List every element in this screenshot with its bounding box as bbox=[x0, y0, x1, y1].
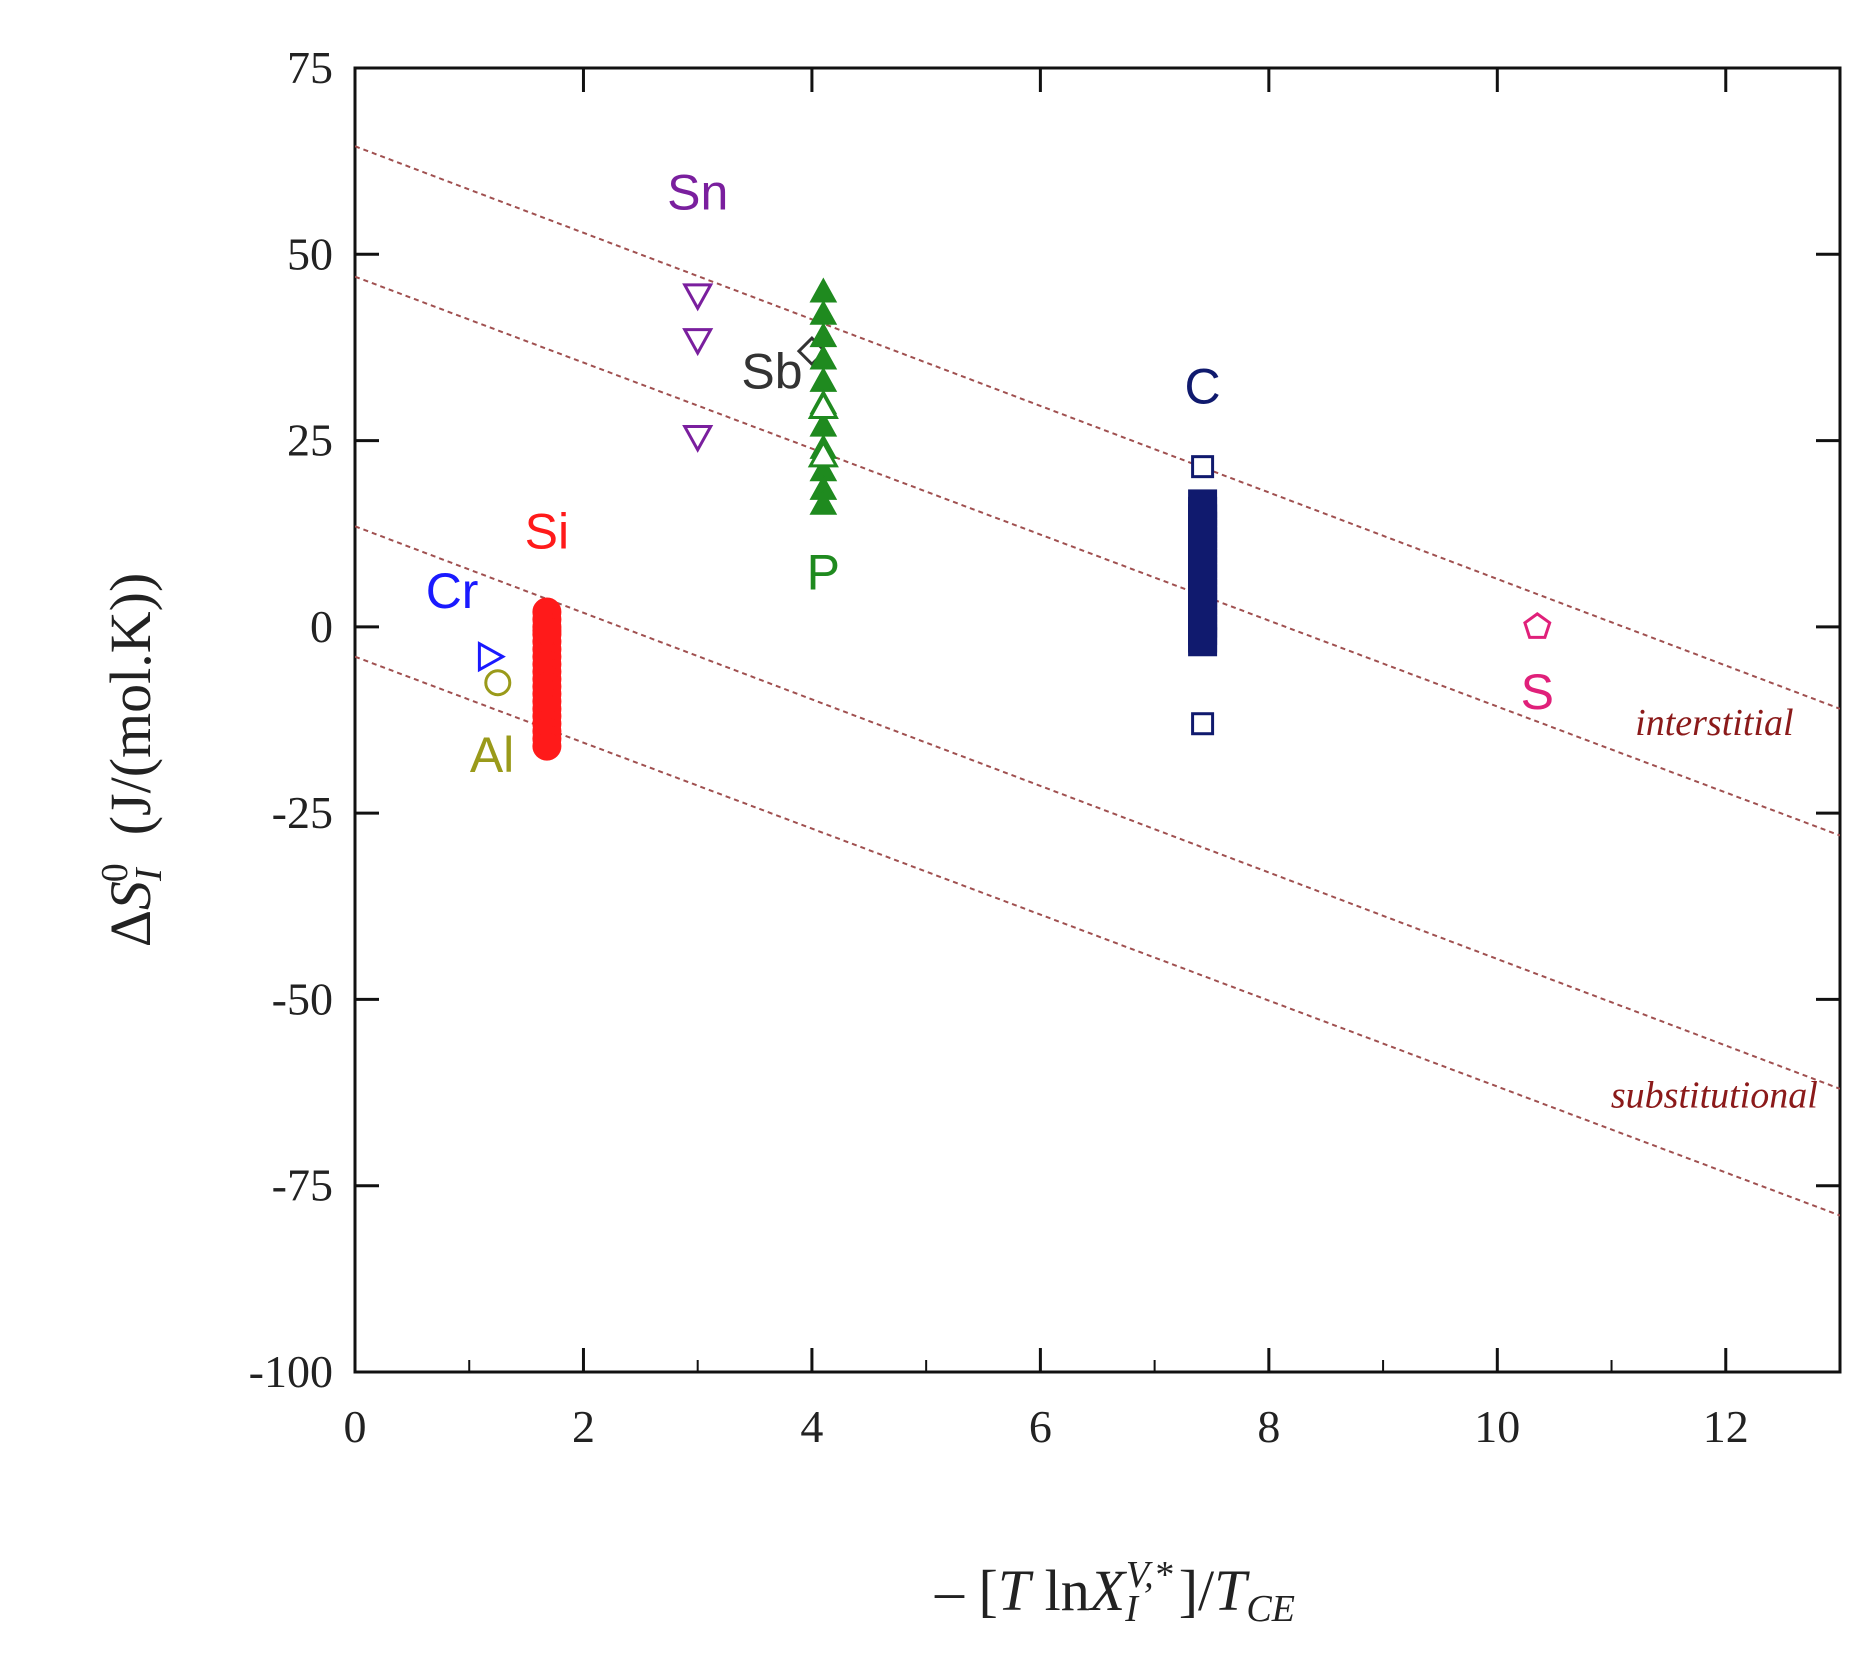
y-tick-label: 25 bbox=[287, 415, 333, 466]
reference-line-interstitial bbox=[355, 145, 1840, 710]
point-al bbox=[484, 669, 512, 697]
point-sn bbox=[682, 283, 714, 312]
reference-line-substitutional bbox=[355, 655, 1840, 1217]
point-si bbox=[532, 616, 562, 646]
point-p bbox=[807, 439, 839, 468]
point-sn bbox=[682, 328, 714, 357]
x-tick-label: 4 bbox=[800, 1401, 823, 1452]
y-tick-label: 75 bbox=[287, 42, 333, 93]
point-c bbox=[1191, 455, 1215, 479]
reference-lines-layer bbox=[355, 145, 1840, 1217]
point-cr bbox=[477, 641, 506, 673]
x-axis-title: – [T lnXIV,*]/TCE bbox=[934, 1554, 1295, 1630]
x-tick-label: 0 bbox=[344, 1401, 367, 1452]
point-c bbox=[1191, 712, 1215, 736]
y-tick-label: -50 bbox=[272, 973, 333, 1024]
point-p bbox=[809, 489, 838, 515]
plot-frame-layer bbox=[353, 66, 1842, 1374]
x-tick-label: 2 bbox=[572, 1401, 595, 1452]
point-c bbox=[1188, 627, 1218, 657]
x-tick-label: 10 bbox=[1474, 1401, 1520, 1452]
plot-frame bbox=[353, 66, 1842, 1374]
ticks-layer: 0 2 4 6 8 10 12 75 50 25 0 -25 -50 -75 -100 bbox=[249, 42, 1840, 1452]
series-label-cr: Cr bbox=[426, 563, 479, 619]
series-label-si: Si bbox=[525, 504, 569, 560]
series-label-p: P bbox=[807, 545, 840, 601]
series-label-al: Al bbox=[470, 727, 514, 783]
x-tick-label: 8 bbox=[1257, 1401, 1280, 1452]
x-tick-label: 12 bbox=[1703, 1401, 1749, 1452]
reference-line-substitutional bbox=[355, 525, 1840, 1090]
points-layer bbox=[477, 277, 1552, 761]
point-p bbox=[809, 366, 838, 392]
y-tick-label: 0 bbox=[310, 601, 333, 652]
point-si bbox=[532, 731, 562, 761]
labels-layer: interstitial substitutional Sn Sb P Si Cr Al C S bbox=[426, 165, 1818, 1117]
point-p bbox=[809, 277, 838, 303]
y-tick-label: -100 bbox=[249, 1346, 333, 1397]
point-p bbox=[807, 390, 839, 419]
line-label-interstitial: interstitial bbox=[1635, 702, 1793, 744]
line-label-substitutional: substitutional bbox=[1611, 1074, 1818, 1116]
point-p bbox=[809, 322, 838, 348]
series-label-sb: Sb bbox=[741, 343, 802, 399]
series-label-c: C bbox=[1185, 358, 1221, 414]
x-tick-label: 6 bbox=[1029, 1401, 1052, 1452]
point-s bbox=[1523, 612, 1552, 639]
series-label-s: S bbox=[1521, 664, 1554, 720]
y-tick-label: -75 bbox=[272, 1160, 333, 1211]
point-sn bbox=[682, 424, 714, 453]
y-axis-title: ΔSI0(J/(mol.K)) bbox=[94, 573, 170, 948]
y-tick-label: 50 bbox=[287, 228, 333, 279]
y-tick-label: -25 bbox=[272, 787, 333, 838]
series-label-sn: Sn bbox=[667, 165, 728, 221]
reference-line-interstitial bbox=[355, 275, 1840, 837]
point-p bbox=[809, 299, 838, 325]
